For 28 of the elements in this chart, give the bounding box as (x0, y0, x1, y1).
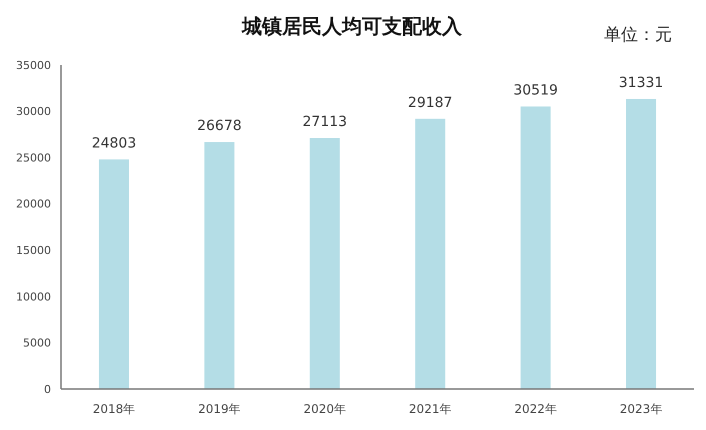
text: 单位：元 (604, 25, 672, 45)
x-tick-label: 2020年 (304, 402, 346, 416)
chart-title: 城镇居民人均可支配收入 (241, 14, 463, 38)
x-tick-label: 2023年 (620, 402, 662, 416)
x-tick-label: 2022年 (514, 402, 557, 416)
data-label: 30519 (513, 82, 558, 98)
data-label: 24803 (92, 135, 136, 152)
x-tick-label: 2019年 (198, 402, 241, 416)
bar (204, 142, 234, 389)
bar (520, 106, 551, 389)
data-label: 27113 (302, 114, 348, 130)
bar (310, 138, 340, 389)
data-label: 29187 (408, 94, 452, 111)
bar (98, 159, 129, 389)
x-tick-label: 2018年 (92, 402, 136, 416)
y-tick-label: 30000 (16, 105, 51, 118)
data-label: 26678 (197, 118, 242, 134)
x-tick-label: 2021年 (408, 402, 452, 416)
bar (415, 118, 446, 389)
y-tick-label: 20000 (16, 198, 51, 211)
y-tick-label: 0 (44, 382, 51, 396)
y-tick-label: 15000 (16, 244, 51, 257)
y-tick-label: 10000 (16, 290, 51, 304)
y-tick-label: 35000 (16, 58, 51, 72)
bar (626, 98, 656, 389)
data-label: 31331 (618, 74, 664, 91)
y-tick-label: 5000 (23, 336, 51, 350)
y-tick-label: 25000 (16, 151, 51, 164)
